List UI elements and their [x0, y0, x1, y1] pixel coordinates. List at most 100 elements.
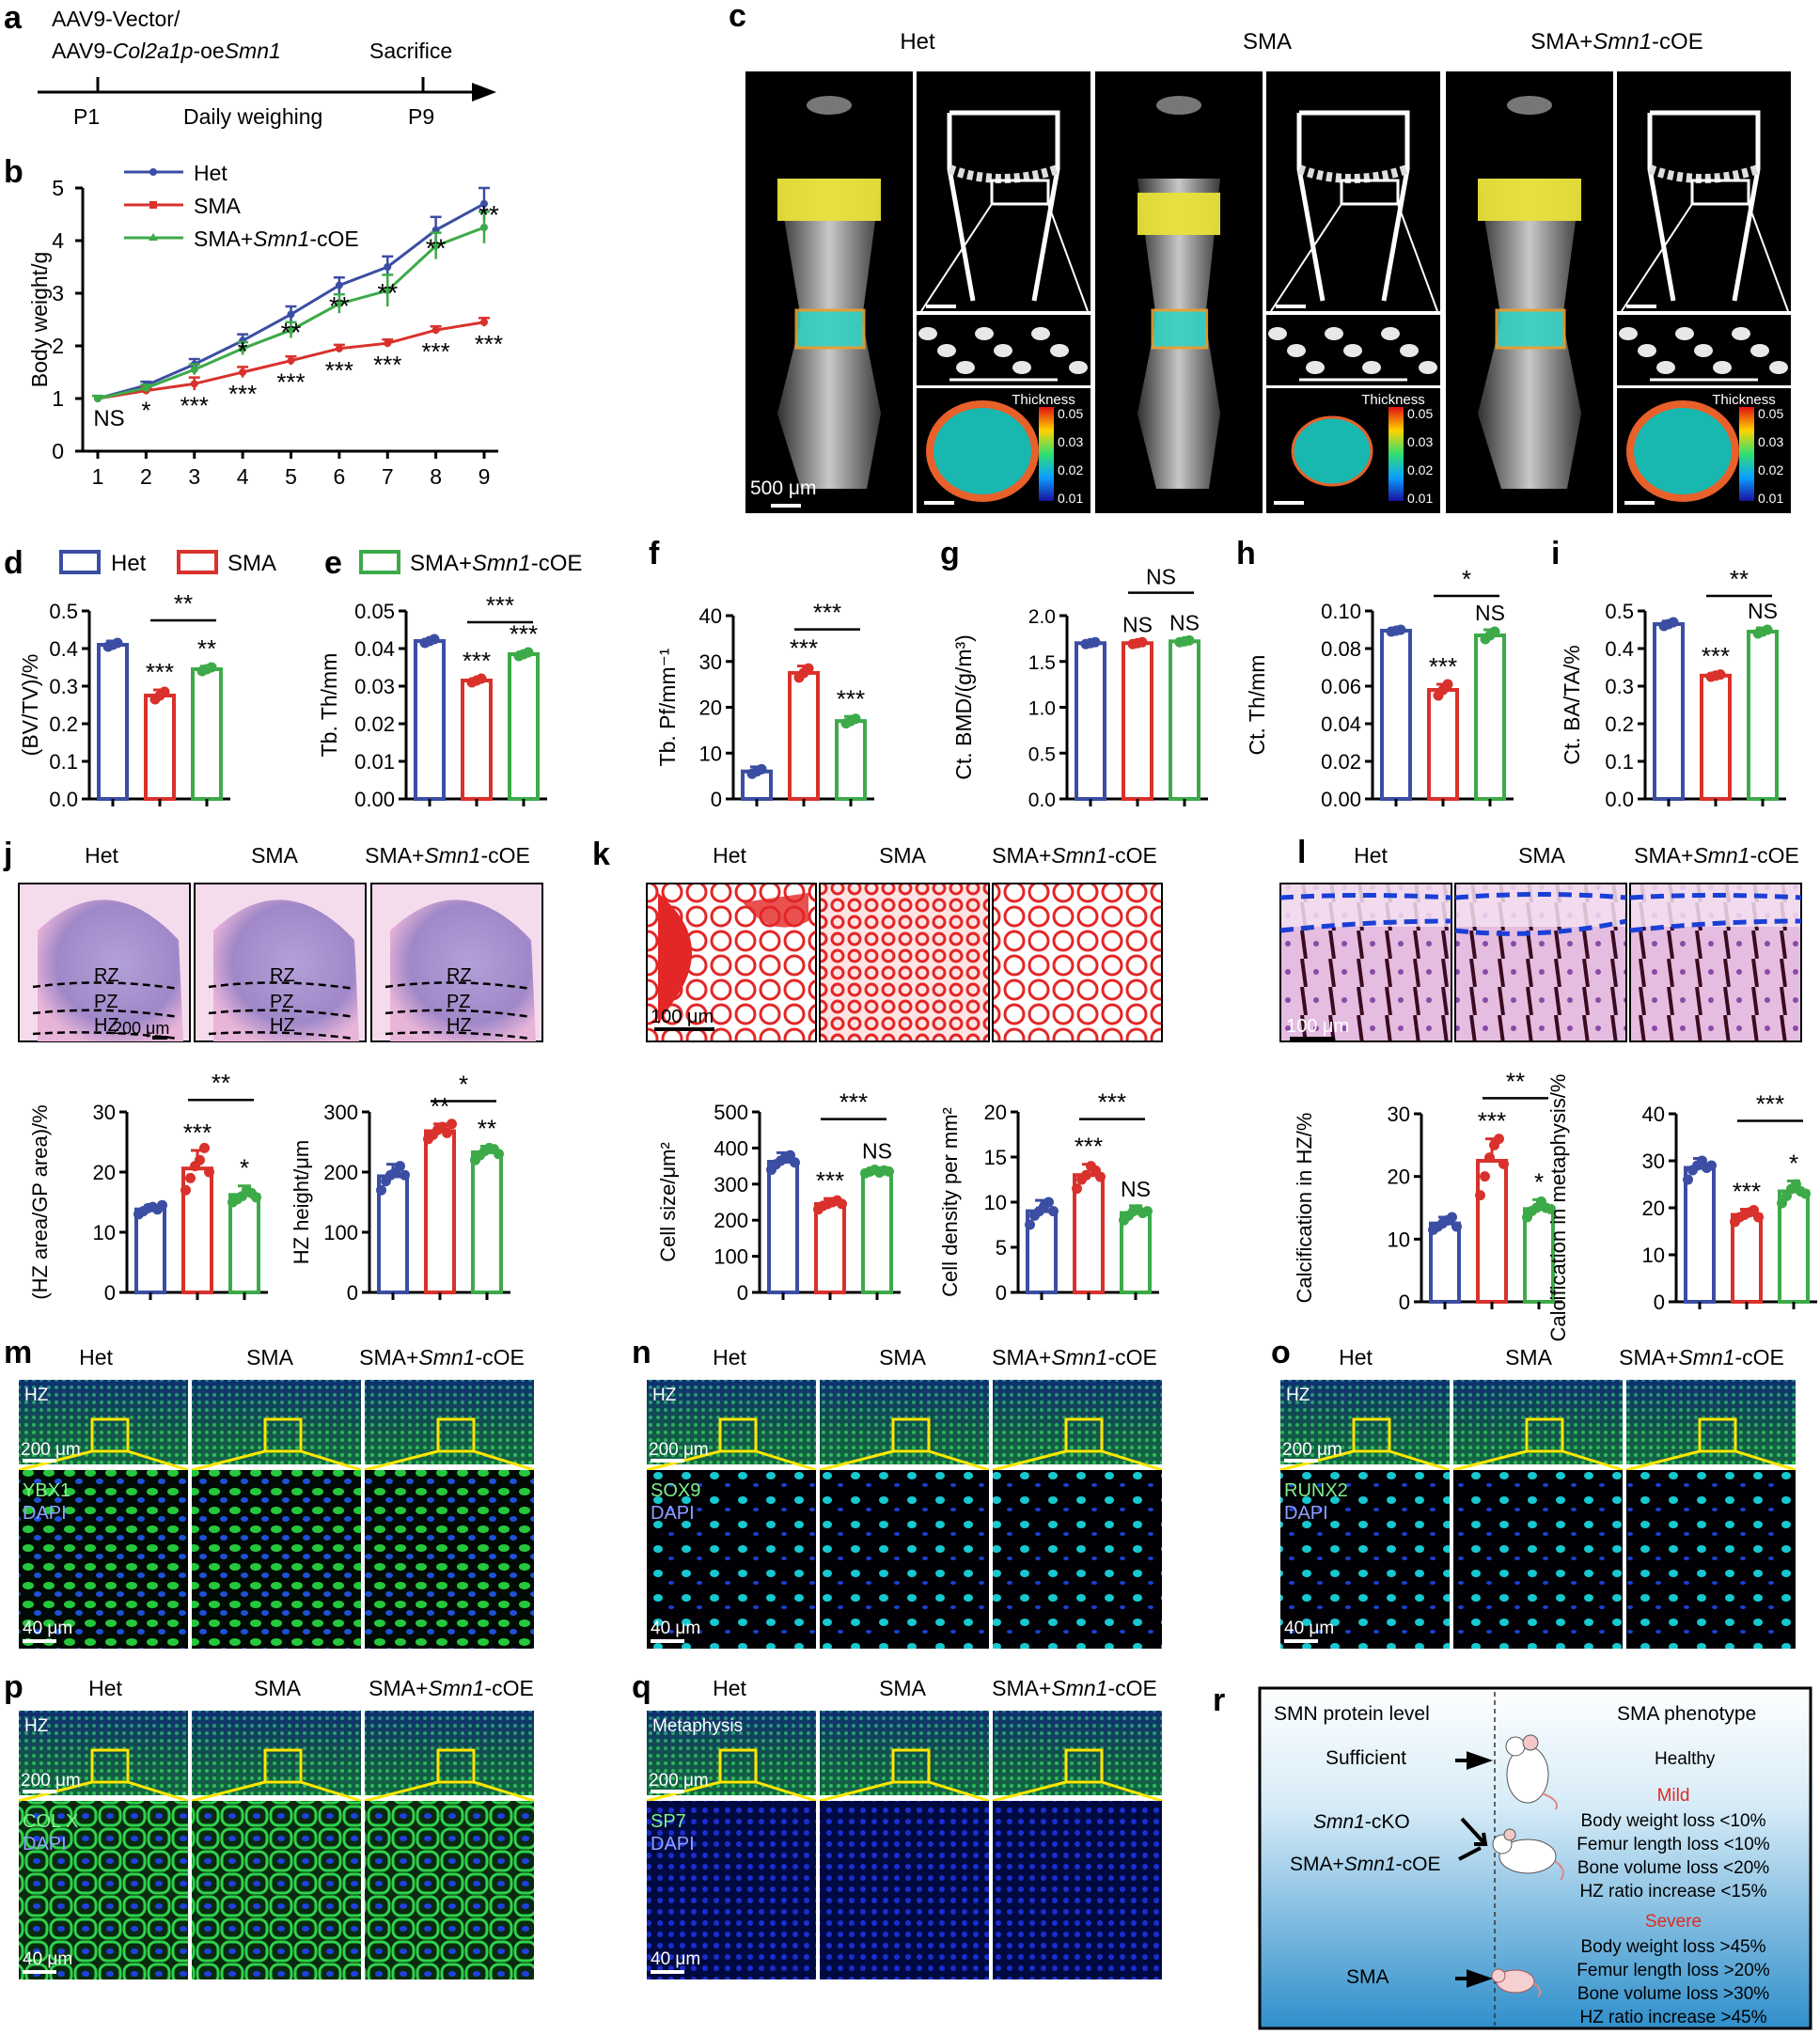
sig-mark: ***: [463, 647, 491, 675]
schem-healthy: Healthy: [1655, 1749, 1716, 1769]
panel-label-j: j: [3, 837, 12, 872]
ytick: 20: [699, 696, 722, 720]
zoom-box: [1064, 1417, 1104, 1453]
zone-boundary: [1629, 893, 1802, 900]
data-point: [756, 763, 767, 774]
if-zoom: [820, 1801, 989, 1979]
ylabel: Ct. Th/mm: [1245, 655, 1269, 756]
schem-sma: SMA: [1346, 1966, 1389, 1988]
bar: [788, 670, 820, 801]
sig-mark: ***: [1702, 642, 1730, 670]
bar-chart-k1: 0 100 200 300 400 500 Cell size/μm² *** NS ***: [656, 1088, 901, 1305]
b-ylabel: Body weight/g: [27, 252, 52, 387]
bar: [1653, 622, 1685, 801]
data-point: [1762, 624, 1773, 635]
trabecular-roi: [777, 179, 881, 221]
if-title-sma: SMA: [1505, 1345, 1553, 1369]
mouse-severe-icon: [1491, 1968, 1542, 1997]
cortical-roi: [1151, 308, 1209, 350]
sig-mark: NS: [1121, 1177, 1151, 1201]
schem-sufficient: Sufficient: [1326, 1747, 1406, 1769]
ytick: 30: [93, 1101, 116, 1124]
b-point: [335, 281, 343, 289]
if-scale-200: 200 μm: [649, 1440, 709, 1460]
bar-chart-d: 0.00.10.20.30.40.5(BV/TV)/% *******: [18, 589, 230, 811]
thickness-tick: 0.05: [1758, 406, 1783, 421]
panel-label-l: l: [1297, 835, 1306, 870]
bar: [1474, 634, 1506, 801]
growth-plate-shape: [213, 900, 359, 1041]
ytick: 20: [1388, 1166, 1410, 1189]
b-sig-bottom: ***: [373, 351, 401, 379]
b-xtick: 5: [285, 464, 297, 489]
ytick: 0.1: [49, 750, 78, 774]
zoom-box: [90, 1748, 130, 1784]
zone-boundary: [1454, 892, 1627, 900]
bar: [1476, 1159, 1508, 1304]
b-point: [335, 344, 343, 352]
b-sig-top: *: [238, 336, 248, 366]
sig-mark: ***: [1478, 1107, 1506, 1135]
b-sig-bottom: ***: [228, 380, 257, 408]
if-scale-200: 200 μm: [21, 1771, 81, 1791]
zoom-box: [718, 1748, 758, 1784]
panel-label-p: p: [4, 1669, 24, 1705]
panel-label-f: f: [649, 536, 660, 571]
ytick: 0: [1399, 1291, 1410, 1314]
if-scale-40: 40 μm: [1284, 1619, 1334, 1638]
sig-mark: *: [240, 1154, 249, 1182]
bar: [144, 694, 176, 801]
b-sig-bottom: *: [141, 397, 150, 425]
panel-r: r SMN protein level SMA phenotype Suffic…: [1213, 1682, 1812, 2030]
data-point: [429, 634, 440, 645]
ytick: 20: [93, 1161, 116, 1184]
sig-bracket-label: **: [174, 589, 193, 618]
zoom-box: [90, 1417, 130, 1453]
zone-pz: PZ: [447, 992, 471, 1012]
bar: [861, 1169, 893, 1294]
data-point: [180, 1184, 191, 1196]
if-title-het: Het: [79, 1345, 113, 1369]
ytick: 200: [714, 1209, 748, 1232]
ytick: 0.5: [1605, 600, 1634, 623]
legend-e-coe: SMA+Smn1-cOE: [410, 551, 582, 576]
thickness-colorbar: [1739, 407, 1754, 501]
if-zoom: [1626, 1470, 1796, 1649]
b-sig-top: **: [426, 234, 447, 263]
thickness-tick: 0.02: [1758, 462, 1783, 477]
bar: [97, 643, 129, 801]
ytick: 0.5: [1028, 743, 1056, 765]
ytick: 0.0: [1028, 790, 1056, 811]
if-title-coe: SMA+Smn1-cOE: [359, 1345, 525, 1369]
sig-bracket-label: **: [1730, 565, 1749, 593]
b-point: [287, 310, 295, 319]
ytick: 0: [104, 1281, 116, 1305]
ytick: 20: [1642, 1197, 1665, 1220]
bar: [1747, 630, 1779, 801]
ytick: 0.4: [1605, 637, 1634, 661]
if-zoom: [993, 1470, 1162, 1649]
ytick: 30: [699, 650, 722, 674]
if-zoom: [1453, 1470, 1623, 1649]
panel-label-i: i: [1551, 536, 1560, 571]
if-hz-label: Metaphysis: [652, 1716, 743, 1736]
ytick: 10: [699, 742, 722, 765]
ytick: 0.00: [1321, 788, 1361, 811]
thickness-tick: 0.02: [1407, 462, 1433, 477]
panel-label-h: h: [1236, 536, 1256, 571]
sig-mark: NS: [1475, 601, 1505, 625]
schem-mild-4: HZ ratio increase <15%: [1579, 1882, 1766, 1901]
ytick: 10: [93, 1221, 116, 1244]
zone-hz: HZ: [447, 1015, 472, 1036]
if-zoom: [19, 1470, 188, 1649]
zone-rz: RZ: [270, 965, 295, 986]
mouse-healthy-icon: [1505, 1734, 1558, 1810]
data-point: [1484, 1152, 1495, 1164]
zoom-box: [891, 1748, 931, 1784]
thickness-tick: 0.01: [1058, 491, 1083, 506]
